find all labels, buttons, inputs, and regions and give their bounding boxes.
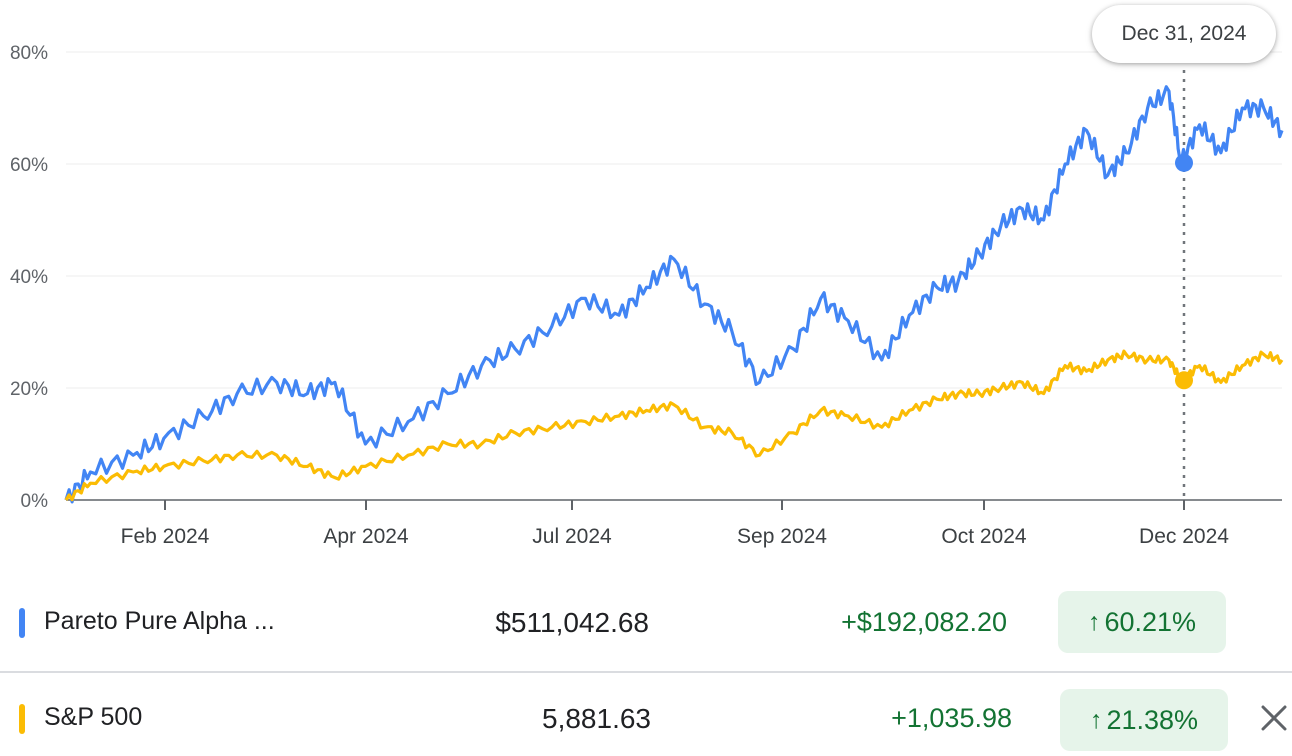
series-change: +1,035.98: [891, 703, 1012, 733]
tooltip-date: Dec 31, 2024: [1121, 22, 1247, 45]
series-color-swatch: [19, 704, 25, 734]
arrow-up-icon: ↑: [1089, 705, 1103, 734]
y-tick-label: 60%: [10, 155, 48, 176]
series-change: +$192,082.20: [841, 607, 1007, 637]
arrow-up-icon: ↑: [1087, 607, 1101, 636]
series-price: $511,042.68: [495, 607, 649, 638]
percent-badge: ↑ 60.21%: [1058, 591, 1226, 653]
series-line: [64, 349, 1284, 502]
x-tick-label: Apr 2024: [323, 525, 409, 548]
date-tooltip: Dec 31, 2024: [1092, 5, 1276, 63]
highlight-point: [1175, 153, 1193, 172]
y-tick-label: 80%: [10, 43, 48, 64]
x-tick-label: Oct 2024: [941, 525, 1027, 548]
row-divider: [0, 671, 1292, 673]
y-tick-label: 0%: [21, 491, 49, 512]
chart-svg[interactable]: 0% 20% 40% 60% 80% Feb 2024 Apr 2024 Jul 2024 Se…: [0, 0, 1292, 560]
x-tick-label: Sep 2024: [737, 525, 827, 548]
series-price: 5,881.63: [542, 703, 651, 734]
percent-value: 60.21%: [1104, 606, 1197, 637]
legend-row-pareto[interactable]: Pareto Pure Alpha ... $511,042.68 +$192,…: [0, 578, 1292, 672]
comparison-chart[interactable]: 0% 20% 40% 60% 80% Feb 2024 Apr 2024 Jul 2024 Se…: [0, 0, 1292, 560]
x-tick-label: Jul 2024: [532, 525, 612, 548]
series-name: Pareto Pure Alpha ...: [44, 607, 275, 635]
highlight-point: [1175, 371, 1193, 390]
close-icon[interactable]: [1258, 702, 1290, 734]
x-tick-label: Feb 2024: [121, 525, 210, 548]
percent-badge: ↑ 21.38%: [1060, 689, 1228, 751]
series-color-swatch: [19, 608, 25, 638]
legend-row-sp500[interactable]: S&P 500 5,881.63 +1,035.98 ↑ 21.38%: [0, 674, 1292, 756]
series-name: S&P 500: [44, 703, 143, 731]
y-tick-label: 20%: [10, 379, 48, 400]
y-tick-label: 40%: [10, 267, 48, 288]
series-line: [64, 85, 1284, 504]
x-tick-label: Dec 2024: [1139, 525, 1229, 548]
percent-value: 21.38%: [1106, 704, 1199, 735]
